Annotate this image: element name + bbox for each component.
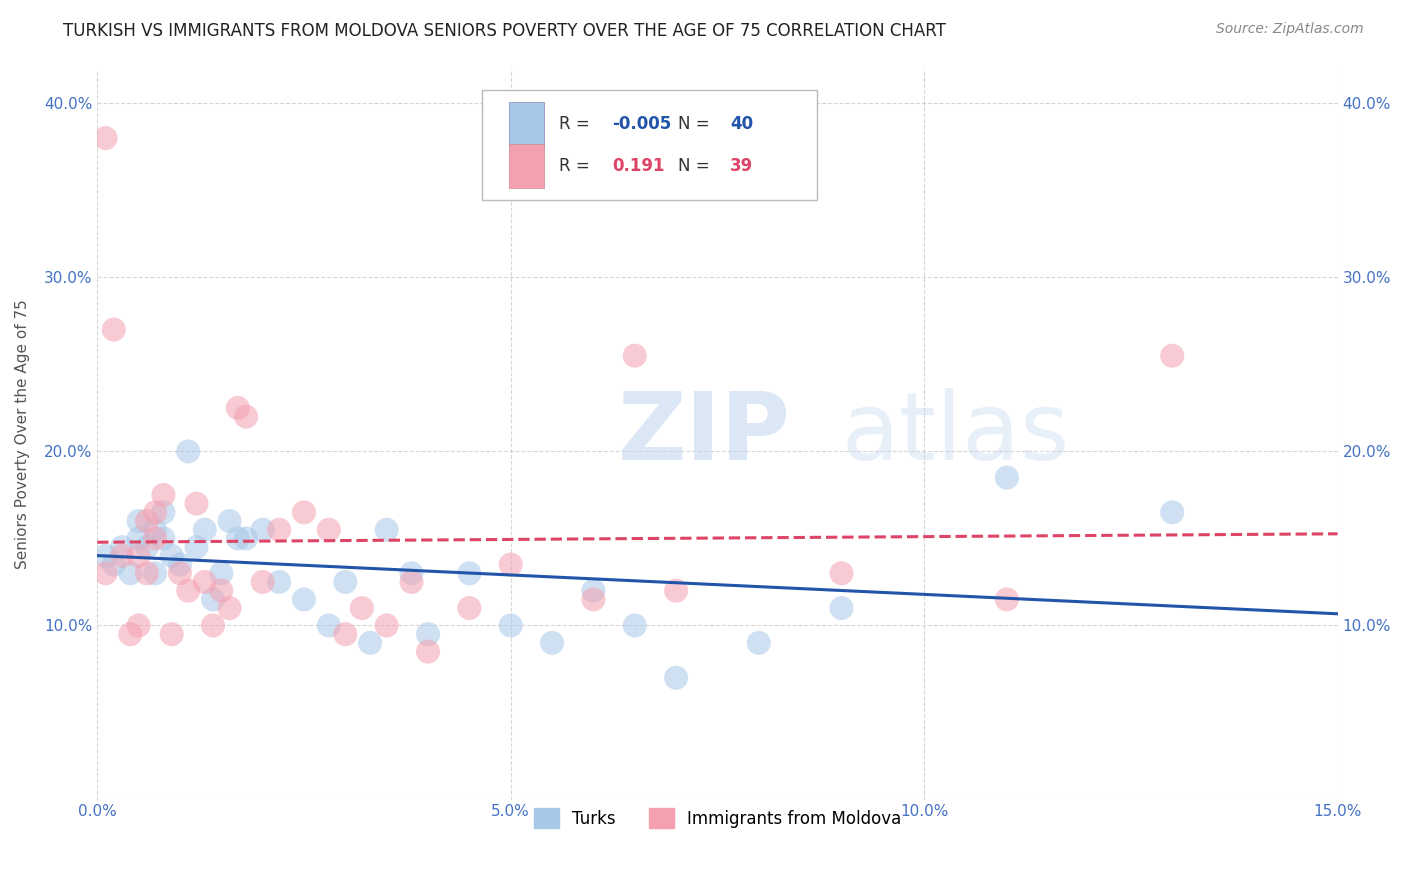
Text: 39: 39 [730, 157, 754, 175]
Point [135, 540, 157, 554]
Point [128, 514, 150, 528]
Point [111, 549, 134, 563]
Text: N =: N = [678, 115, 714, 134]
Point [152, 488, 174, 502]
Point [128, 532, 150, 546]
Point [252, 574, 274, 589]
Point [269, 574, 291, 589]
Point [335, 627, 357, 641]
Point [995, 592, 1018, 607]
Point [1161, 505, 1184, 519]
Point [128, 618, 150, 632]
Point [120, 566, 142, 581]
Point [94, 131, 117, 145]
Point [318, 523, 340, 537]
Text: -0.005: -0.005 [612, 115, 671, 134]
Point [143, 532, 166, 546]
Point [143, 523, 166, 537]
Point [194, 574, 217, 589]
Point [209, 583, 232, 598]
Point [152, 532, 174, 546]
Point [582, 592, 605, 607]
Point [111, 540, 134, 554]
Point [226, 401, 249, 415]
Point [226, 532, 249, 546]
Point [194, 523, 217, 537]
Point [335, 574, 357, 589]
Point [748, 636, 770, 650]
Point [623, 618, 645, 632]
Point [143, 505, 166, 519]
Point [235, 409, 257, 424]
Point [94, 549, 117, 563]
Point [94, 566, 117, 581]
Point [177, 444, 200, 458]
Point [128, 549, 150, 563]
Point [218, 601, 240, 615]
FancyBboxPatch shape [482, 90, 817, 200]
Point [209, 566, 232, 581]
Text: 0.191: 0.191 [612, 157, 665, 175]
Point [160, 549, 183, 563]
Point [252, 523, 274, 537]
Text: 40: 40 [730, 115, 754, 134]
Point [416, 627, 439, 641]
Point [359, 636, 381, 650]
Point [177, 583, 200, 598]
Point [292, 505, 315, 519]
Point [499, 558, 522, 572]
Point [103, 322, 125, 336]
Point [1161, 349, 1184, 363]
Point [318, 618, 340, 632]
Point [152, 505, 174, 519]
Point [995, 470, 1018, 484]
Point [202, 618, 225, 632]
Point [218, 514, 240, 528]
Text: Source: ZipAtlas.com: Source: ZipAtlas.com [1216, 22, 1364, 37]
Point [458, 601, 481, 615]
Point [665, 583, 688, 598]
Point [120, 627, 142, 641]
Text: R =: R = [558, 157, 595, 175]
FancyBboxPatch shape [509, 103, 544, 146]
Point [169, 566, 191, 581]
Point [830, 601, 852, 615]
Legend: Turks, Immigrants from Moldova: Turks, Immigrants from Moldova [527, 801, 908, 835]
Y-axis label: Seniors Poverty Over the Age of 75: Seniors Poverty Over the Age of 75 [15, 299, 30, 569]
Point [202, 592, 225, 607]
Point [416, 644, 439, 658]
Point [541, 636, 564, 650]
Point [499, 618, 522, 632]
Point [169, 558, 191, 572]
Point [235, 532, 257, 546]
Point [401, 566, 423, 581]
Point [401, 574, 423, 589]
Point [186, 497, 208, 511]
Point [103, 558, 125, 572]
Text: TURKISH VS IMMIGRANTS FROM MOLDOVA SENIORS POVERTY OVER THE AGE OF 75 CORRELATIO: TURKISH VS IMMIGRANTS FROM MOLDOVA SENIO… [63, 22, 946, 40]
FancyBboxPatch shape [509, 145, 544, 188]
Text: ZIP: ZIP [619, 388, 792, 480]
Point [665, 671, 688, 685]
Point [350, 601, 373, 615]
Point [135, 514, 157, 528]
Point [623, 349, 645, 363]
Point [830, 566, 852, 581]
Point [186, 540, 208, 554]
Point [458, 566, 481, 581]
Point [269, 523, 291, 537]
Point [375, 523, 398, 537]
Point [375, 618, 398, 632]
Point [292, 592, 315, 607]
Text: R =: R = [558, 115, 595, 134]
Point [143, 566, 166, 581]
Point [135, 566, 157, 581]
Point [582, 583, 605, 598]
Text: atlas: atlas [841, 388, 1070, 480]
Text: N =: N = [678, 157, 714, 175]
Point [160, 627, 183, 641]
